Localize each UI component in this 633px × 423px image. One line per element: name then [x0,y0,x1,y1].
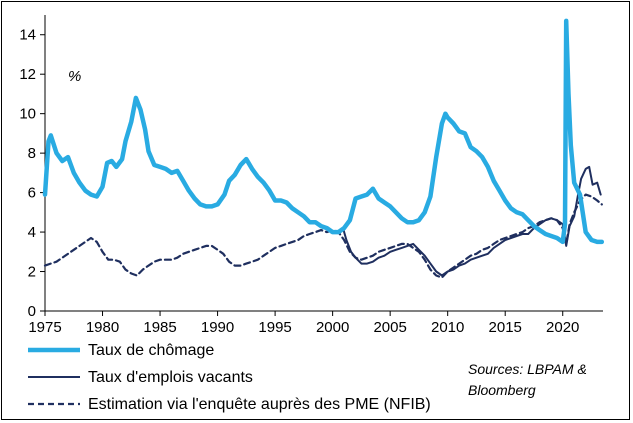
y-tick-label: 4 [28,224,36,241]
x-tick-label: 1990 [201,319,234,336]
x-tick-label: 2010 [431,319,464,336]
series-line-0 [42,18,605,245]
series-line-2 [43,193,603,279]
x-tick-label: 2000 [316,319,349,336]
y-tick-label: 8 [28,145,36,162]
y-tick-label: 10 [19,106,36,123]
x-tick-label: 1980 [86,319,119,336]
y-tick-label: 12 [19,66,36,83]
axes: 0 2 4 6 8 10 12 14 1975 1980 1985 1990 1995 2000 2005 2… [19,15,603,336]
x-tick-label: 2005 [373,319,406,336]
x-tick-label: 1995 [258,319,291,336]
y-unit-label: % [68,68,81,85]
legend-label-0: Taux de chômage [88,342,214,359]
x-tick-label: 2020 [546,319,579,336]
x-tick-label: 2015 [489,319,522,336]
series-line-1 [342,165,602,277]
x-tick-label: 1975 [28,319,61,336]
y-tick-label: 2 [28,264,36,281]
y-tick-label: 6 [28,185,36,202]
x-tick-label: 1985 [143,319,176,336]
legend-label-1: Taux d'emplois vacants [88,369,253,386]
series-layer [42,18,605,279]
y-tick-label: 14 [19,27,36,44]
source-note-line1: Sources: LBPAM & [468,361,587,377]
source-note-line2: Bloomberg [468,382,536,398]
y-tick-label: 0 [28,303,36,320]
legend-label-2: Estimation via l'enquête auprès des PME … [88,396,431,413]
legend: Taux de chômage Taux d'emplois vacants Est… [28,342,431,413]
